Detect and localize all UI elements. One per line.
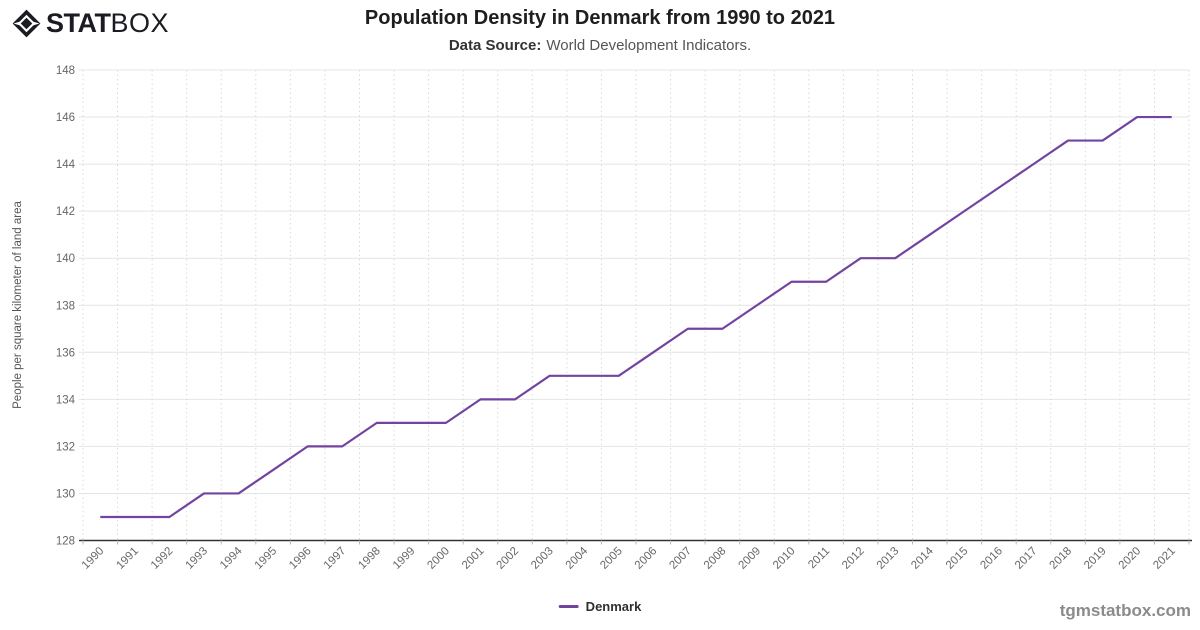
x-tick-label: 2019	[1082, 545, 1109, 572]
y-tick-label: 136	[56, 347, 75, 359]
x-tick-label: 2010	[771, 545, 798, 572]
x-tick-label: 1991	[114, 545, 141, 572]
x-tick-label: 1994	[218, 545, 245, 572]
legend-label: Denmark	[585, 599, 642, 614]
series-line-denmark	[100, 115, 1172, 519]
y-tick-label: 132	[56, 441, 75, 453]
x-tick-label: 2014	[909, 545, 936, 572]
x-tick-label: 1993	[184, 545, 211, 572]
logo-text-box: BOX	[110, 8, 170, 38]
x-tick-label: 2015	[944, 545, 971, 572]
x-tick-label: 2009	[737, 545, 764, 572]
y-tick-label: 144	[56, 159, 76, 171]
y-tick-label: 134	[56, 394, 76, 406]
x-tick-label: 2006	[633, 545, 660, 572]
y-tick-label: 138	[56, 300, 75, 312]
x-tick-label: 1997	[322, 545, 349, 572]
chart-legend: Denmark	[558, 595, 642, 614]
y-tick-label: 130	[56, 488, 75, 500]
x-tick-label: 2018	[1048, 545, 1075, 572]
x-tick-label: 2012	[840, 545, 867, 572]
statbox-diamond-icon	[12, 9, 41, 37]
x-tick-label: 2013	[875, 545, 902, 572]
x-tick-label: 2001	[460, 545, 487, 572]
y-tick-label: 128	[56, 536, 75, 548]
x-tick-label: 1999	[391, 545, 418, 572]
watermark-tgmstatbox: tgmstatbox.com	[1059, 601, 1191, 620]
y-axis-title: People per square kilometer of land area	[12, 201, 24, 409]
x-tick-label: 2021	[1151, 545, 1178, 572]
x-tick-label: 2004	[564, 545, 591, 572]
statbox-wordmark: STATBOX	[46, 8, 169, 38]
x-tick-label: 2020	[1117, 545, 1144, 572]
legend-line-swatch	[558, 605, 579, 608]
logo-text-stat: STAT	[46, 8, 111, 38]
x-tick-label: 2016	[978, 545, 1005, 572]
y-tick-label: 148	[56, 65, 75, 77]
x-tick-label: 1992	[149, 545, 176, 572]
x-tick-label: 2005	[598, 545, 625, 572]
x-tick-label: 1998	[356, 545, 383, 572]
x-tick-label: 2017	[1013, 545, 1040, 572]
y-tick-label: 140	[56, 253, 75, 265]
x-tick-label: 2007	[667, 545, 694, 572]
y-tick-label: 142	[56, 206, 75, 218]
x-tick-label: 2002	[495, 545, 522, 572]
x-tick-label: 1996	[287, 545, 314, 572]
legend-item-denmark[interactable]: Denmark	[558, 599, 642, 614]
x-tick-label: 2000	[425, 545, 452, 572]
x-tick-label: 2011	[806, 545, 832, 571]
x-tick-label: 1995	[253, 545, 280, 572]
x-tick-label: 2008	[702, 545, 729, 572]
y-tick-label: 146	[56, 112, 75, 124]
statbox-logo: STATBOX	[12, 8, 169, 38]
x-tick-label: 1990	[80, 545, 107, 572]
x-tick-label: 2003	[529, 545, 556, 572]
